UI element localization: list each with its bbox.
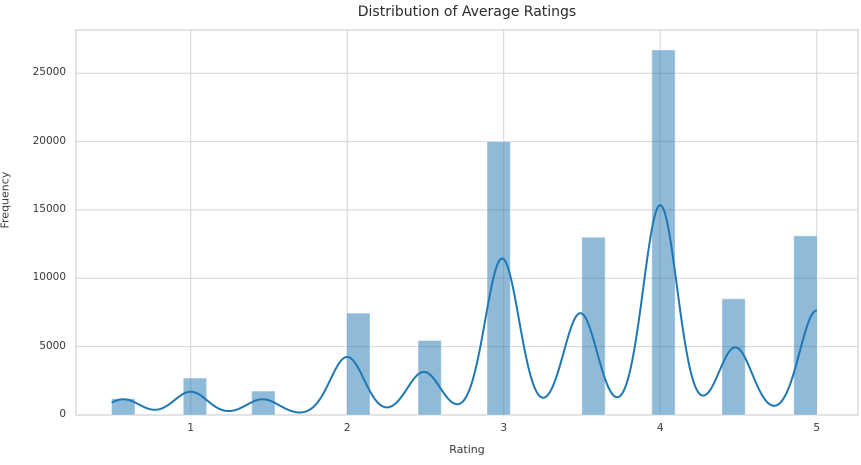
plot-border <box>75 29 859 416</box>
x-tick-label: 2 <box>343 422 351 434</box>
y-tick-label: 10000 <box>32 271 66 284</box>
x-tick-label: 4 <box>656 422 664 434</box>
histogram-bar <box>581 236 606 416</box>
y-tick-label: 0 <box>59 408 66 420</box>
y-tick-label: 15000 <box>32 202 66 215</box>
histogram-bar <box>251 390 276 416</box>
x-tick-label: 1 <box>187 422 195 434</box>
y-tick-label: 20000 <box>32 134 66 147</box>
y-tick-label: 25000 <box>32 66 66 79</box>
x-tick-label: 3 <box>500 422 508 434</box>
histogram-bar <box>346 312 371 416</box>
histogram-bar <box>651 49 676 416</box>
y-tick-label: 5000 <box>39 339 66 352</box>
histogram-bar <box>486 141 511 416</box>
x-axis-label: Rating <box>449 443 485 456</box>
chart-title: Distribution of Average Ratings <box>357 4 577 20</box>
x-tick-label: 5 <box>813 422 821 434</box>
kde-curve <box>111 204 818 414</box>
histogram-bar <box>793 235 818 416</box>
histogram-bar <box>417 339 442 416</box>
histogram-bar <box>182 377 208 416</box>
